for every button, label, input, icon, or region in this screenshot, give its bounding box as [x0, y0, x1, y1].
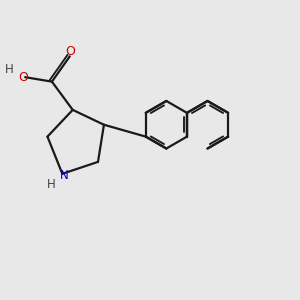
- Text: H: H: [46, 178, 56, 191]
- Text: O: O: [19, 71, 28, 84]
- Text: N: N: [59, 169, 68, 182]
- Text: H: H: [5, 63, 14, 76]
- Text: O: O: [65, 44, 75, 58]
